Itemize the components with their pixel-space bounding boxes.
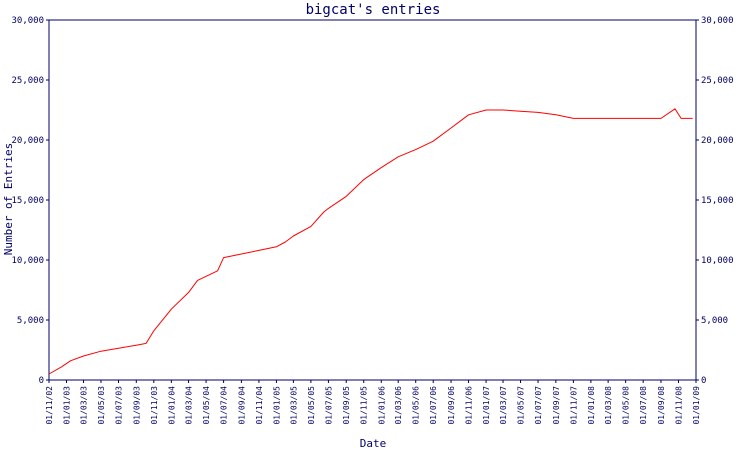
x-tick-label: 01/09/04 bbox=[237, 386, 246, 425]
x-tick-label: 01/01/06 bbox=[377, 386, 386, 425]
x-tick-label: 01/05/06 bbox=[412, 386, 421, 425]
x-tick-label: 01/11/06 bbox=[465, 386, 474, 425]
x-tick-label: 01/01/08 bbox=[587, 386, 596, 425]
y-axis-title: Number of Entries bbox=[2, 143, 15, 256]
x-tick-label: 01/05/08 bbox=[622, 386, 631, 425]
x-tick-label: 01/11/08 bbox=[674, 386, 683, 425]
x-tick-label: 01/07/04 bbox=[220, 386, 229, 425]
x-tick-label: 01/11/04 bbox=[255, 386, 264, 425]
x-tick-label: 01/01/03 bbox=[63, 386, 72, 425]
x-tick-label: 01/09/07 bbox=[552, 386, 561, 425]
series-layer bbox=[48, 108, 693, 375]
x-tick-label: 01/11/03 bbox=[150, 386, 159, 425]
x-tick-label: 01/07/06 bbox=[429, 386, 438, 425]
x-tick-label: 01/05/05 bbox=[307, 386, 316, 425]
x-tick-label: 01/09/08 bbox=[657, 386, 666, 425]
x-tick-label: 01/11/05 bbox=[360, 386, 369, 425]
x-tick-label: 01/07/07 bbox=[534, 386, 543, 425]
x-tick-label: 01/05/04 bbox=[202, 386, 211, 425]
x-tick-label: 01/07/05 bbox=[324, 386, 333, 425]
x-tick-label: 01/09/05 bbox=[342, 386, 351, 425]
x-tick-label: 01/07/08 bbox=[639, 386, 648, 425]
x-axis: 01/11/02 01/01/03 01/03/03 01/05/03 01/07/03… bbox=[45, 380, 701, 425]
y-tick-label-right: 20,000 bbox=[701, 136, 734, 146]
x-tick-label: 01/09/03 bbox=[132, 386, 141, 425]
x-tick-label: 01/01/07 bbox=[482, 386, 491, 425]
y-tick-label-right: 5,000 bbox=[701, 316, 728, 326]
y-tick-label-right: 10,000 bbox=[701, 256, 734, 266]
x-tick-label: 01/01/05 bbox=[272, 386, 281, 425]
x-tick-label: 01/05/07 bbox=[517, 386, 526, 425]
y-tick-label-right: 0 bbox=[701, 376, 706, 386]
y-tick-label-right: 25,000 bbox=[701, 76, 734, 86]
x-tick-label: 01/03/03 bbox=[79, 386, 88, 425]
x-tick-label: 01/03/05 bbox=[289, 386, 298, 425]
x-axis-title: Date bbox=[360, 437, 387, 450]
y-tick-label-right: 15,000 bbox=[701, 196, 734, 206]
x-tick-label: 01/11/07 bbox=[569, 386, 578, 425]
y-tick-label-right: 30,000 bbox=[701, 16, 734, 26]
series-line bbox=[48, 108, 693, 375]
x-tick-label: 01/01/09 bbox=[692, 386, 701, 425]
chart-title: bigcat's entries bbox=[306, 2, 441, 18]
y-tick-label-left: 0 bbox=[39, 376, 44, 386]
x-tick-label: 01/03/06 bbox=[394, 386, 403, 425]
y-tick-label-left: 20,000 bbox=[11, 136, 44, 146]
y-tick-label-left: 25,000 bbox=[11, 76, 44, 86]
x-tick-label: 01/05/03 bbox=[97, 386, 106, 425]
x-tick-label: 01/03/08 bbox=[604, 386, 613, 425]
x-tick-label: 01/11/02 bbox=[45, 386, 54, 425]
y-tick-label-left: 5,000 bbox=[17, 316, 44, 326]
x-tick-label: 01/09/06 bbox=[447, 386, 456, 425]
x-tick-label: 01/07/03 bbox=[114, 386, 123, 425]
x-tick-label: 01/03/04 bbox=[185, 386, 194, 425]
y-tick-label-left: 15,000 bbox=[11, 196, 44, 206]
y-tick-label-left: 10,000 bbox=[11, 256, 44, 266]
y-tick-label-left: 30,000 bbox=[11, 16, 44, 26]
x-tick-label: 01/03/07 bbox=[499, 386, 508, 425]
x-tick-label: 01/01/04 bbox=[167, 386, 176, 425]
y-axis-left: 0 5,000 10,000 15,000 20,000 25,000 30,000 bbox=[11, 16, 49, 386]
